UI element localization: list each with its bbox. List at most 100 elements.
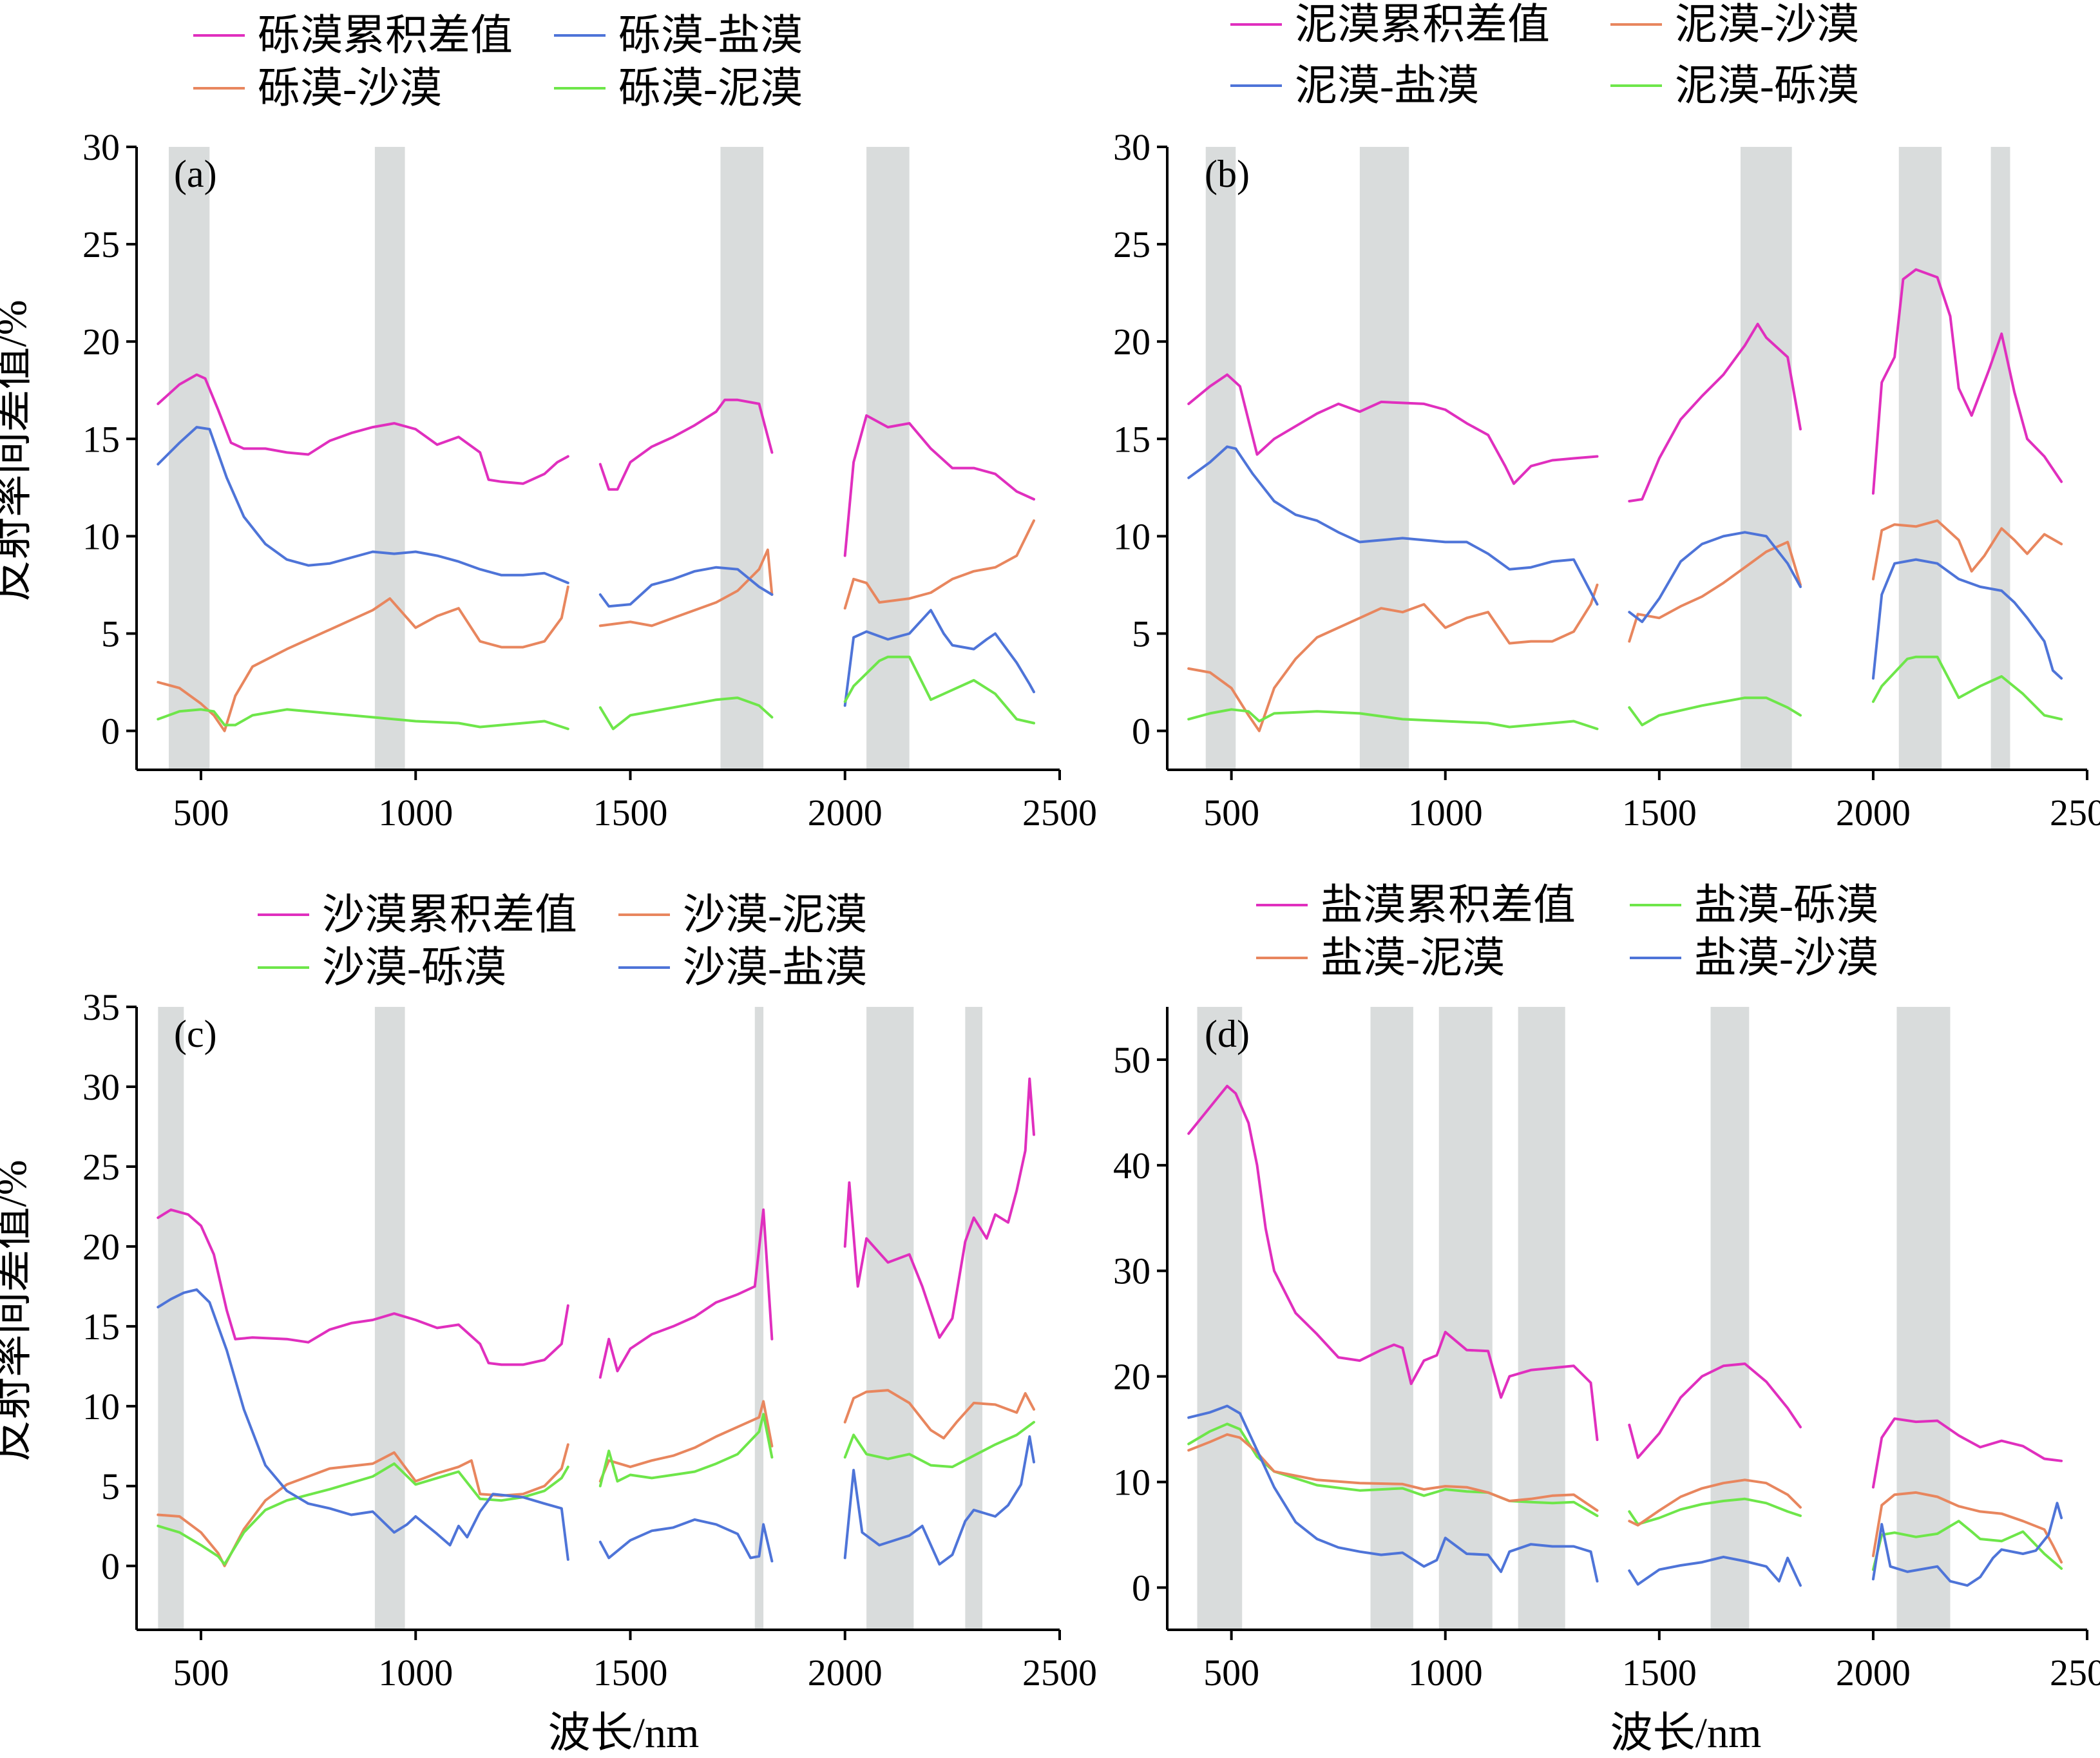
series-line [1871,1417,2063,1489]
highlight-band [1518,1007,1565,1630]
y-tick-label: 5 [1132,613,1150,654]
legend-label: 泥漠-砾漠 [1675,62,1859,110]
series-line [1628,1555,1802,1587]
legend-label: 沙漠-泥漠 [683,892,867,939]
series-line [598,696,774,731]
highlight-band [1197,1007,1243,1630]
series-line [1871,1520,2063,1571]
x-tick-label: 2000 [1836,1652,1911,1694]
y-tick-label: 20 [1113,321,1150,363]
highlight-band [1741,147,1792,770]
highlight-band [1370,1007,1413,1630]
panel-label: (d) [1205,1013,1250,1055]
y-tick-label: 20 [82,321,120,363]
y-tick-label: 30 [82,1066,120,1108]
series-line [1628,323,1802,502]
y-tick-label: 25 [82,224,120,265]
x-tick-label: 2500 [2050,1652,2100,1694]
x-tick-label: 2500 [1022,1652,1097,1694]
series-line [1871,519,2063,580]
series-line [598,1208,774,1379]
panel-4: 010203040505001000150020002500(d)盐漠累积差值盐… [1113,882,2100,1694]
series-line [1187,445,1599,606]
series-line [157,585,569,732]
series-line [1628,696,1802,727]
series-line [843,1389,1035,1440]
legend-label: 沙漠-砾漠 [322,944,506,991]
series-line [843,1435,1035,1566]
highlight-band [1710,1007,1750,1630]
series-line [1628,1497,1802,1526]
series-line [1187,1404,1599,1583]
x-tick-label: 1500 [593,1652,667,1694]
x-tick-label: 2000 [808,792,883,834]
x-tick-label: 2000 [808,1652,883,1694]
x-tick-label: 1500 [593,792,667,834]
y-tick-label: 0 [101,711,120,752]
y-tick-label: 10 [82,515,120,557]
highlight-band [754,1007,764,1630]
legend-label: 砾漠累积差值 [258,12,513,59]
y-tick-label: 5 [101,1466,120,1507]
x-axis-title-right: 波长/nm [1610,1710,1762,1757]
series-line [598,566,774,608]
y-tick-label: 0 [101,1545,120,1587]
x-tick-label: 2500 [2050,792,2100,834]
series-line [157,708,569,731]
highlight-band [1896,1007,1951,1630]
y-tick-label: 15 [82,418,120,460]
series-line [1187,1084,1599,1441]
series-line [1871,1491,2063,1564]
series-line [843,414,1035,557]
legend-label: 砾漠-泥漠 [618,65,803,112]
legend-label: 盐漠-泥漠 [1321,935,1505,982]
x-tick-label: 1000 [378,792,453,834]
series-line [157,426,569,584]
series-line [1628,1362,1802,1459]
y-tick-label: 40 [1113,1145,1150,1187]
highlight-band [1205,147,1236,770]
series-line [843,609,1035,707]
panel-2: 0 5 10 15 20 25 30 500 1000 1500 2000 2500 (b) 泥漠累积差值… [1113,1,2100,834]
y-tick-label: 0 [1132,1567,1150,1609]
y-tick-label: 10 [1113,1462,1150,1504]
x-tick-label: 1000 [378,1652,453,1694]
highlight-band [1359,147,1409,770]
y-axis-title-top: 反射率间差值/% [0,300,35,602]
series-line [843,519,1035,610]
x-tick-label: 2500 [1022,792,1097,834]
series-line [1628,531,1802,624]
series-line [157,1208,569,1366]
series-line [1871,655,2063,721]
x-tick-label: 1000 [1408,792,1483,834]
series-line [1628,1478,1802,1527]
y-axis-title-bottom: 反射率间差值/% [0,1160,35,1462]
series-line [1187,373,1599,485]
legend-label: 盐漠-砾漠 [1694,882,1878,929]
highlight-band [158,1007,184,1630]
series-line [598,1400,774,1483]
highlight-band [374,147,405,770]
legend-label: 砾漠-盐漠 [618,12,803,59]
x-tick-label: 1500 [1622,792,1697,834]
legend-label: 泥漠-盐漠 [1295,62,1479,110]
panel-1: 0 5 10 15 20 25 30 500 1000 1500 2000 2500 (a) 砾漠累积差值… [82,12,1097,834]
series-line [598,398,774,491]
x-tick-label: 1000 [1408,1652,1483,1694]
y-tick-label: 5 [101,613,120,654]
x-tick-label: 500 [1203,792,1259,834]
series-line [1187,1433,1599,1512]
y-tick-label: 10 [82,1386,120,1428]
series-line [598,1518,774,1563]
panel-label: (b) [1205,153,1250,195]
series-line [1871,1502,2063,1587]
highlight-band [720,147,764,770]
x-tick-label: 2000 [1836,792,1911,834]
y-tick-label: 25 [82,1146,120,1188]
highlight-band [1898,147,1942,770]
x-tick-label: 500 [173,792,229,834]
series-line [157,373,569,485]
x-tick-label: 500 [1203,1652,1259,1694]
y-tick-label: 50 [1113,1039,1150,1081]
